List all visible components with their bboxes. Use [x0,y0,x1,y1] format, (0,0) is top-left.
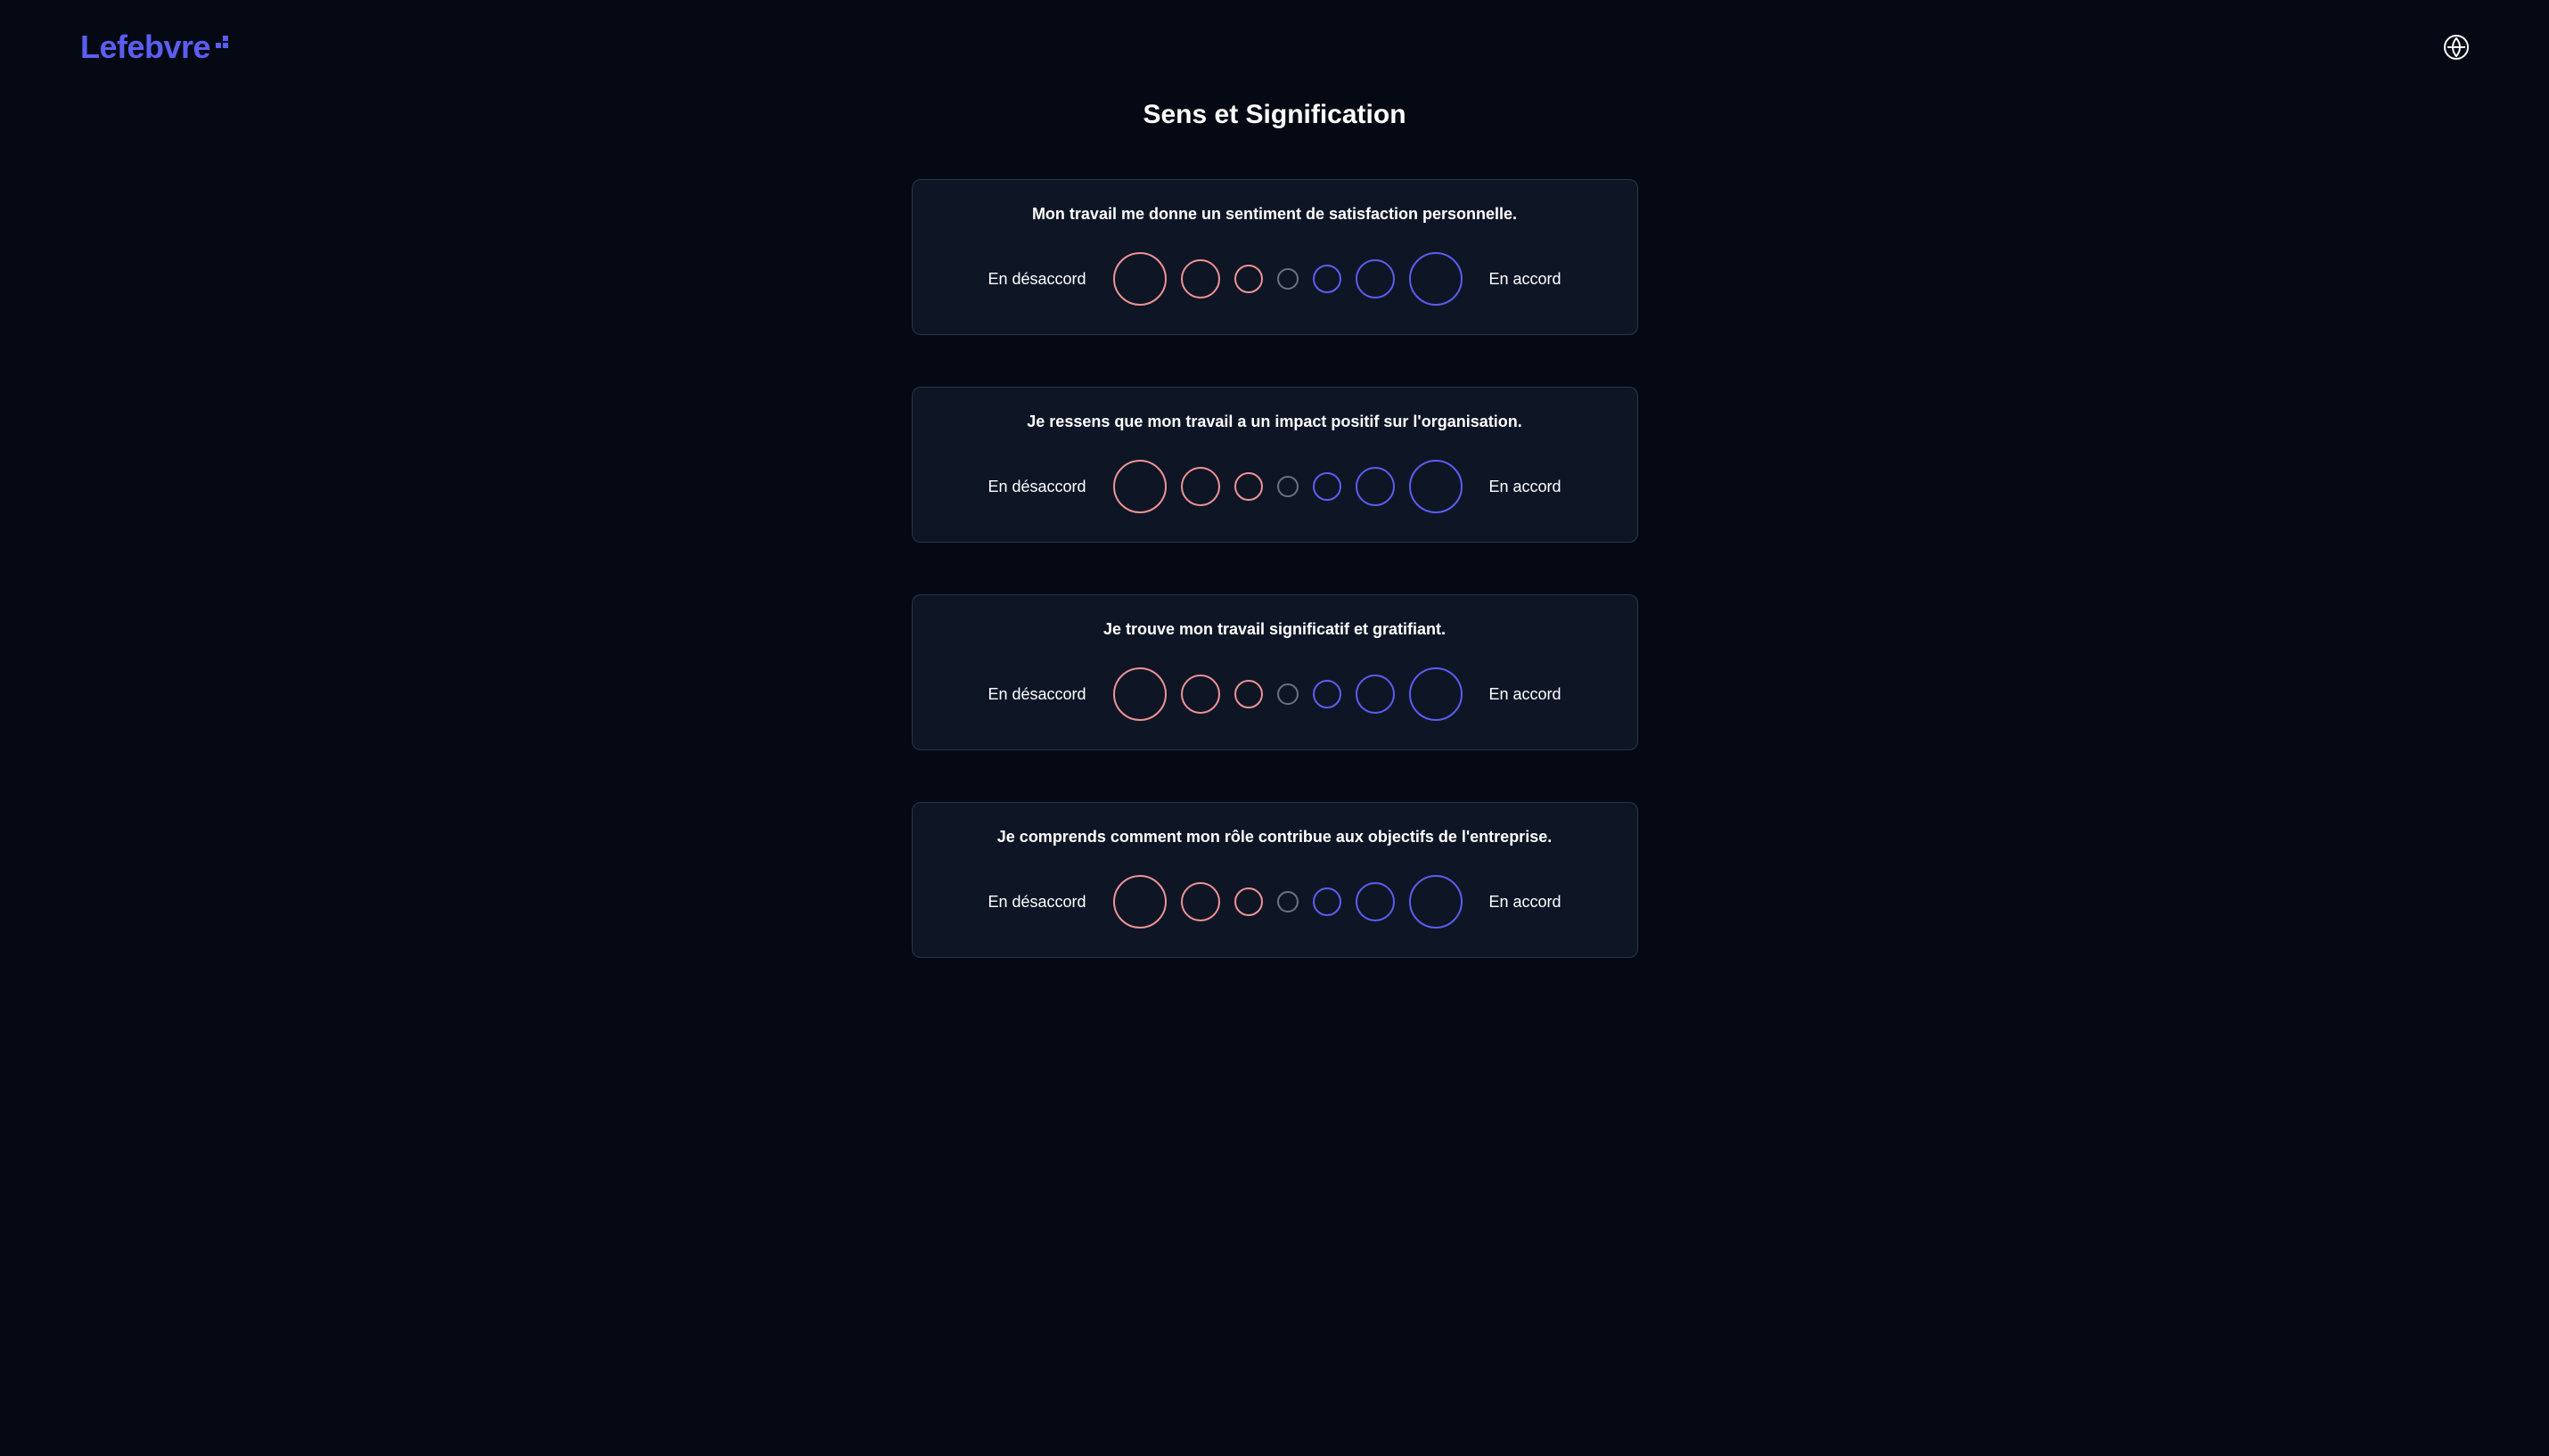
scale-circles [1113,875,1463,928]
scale-option-7[interactable] [1409,252,1463,306]
scale-circles [1113,460,1463,513]
scale-option-5[interactable] [1313,888,1341,916]
agree-label: En accord [1489,478,1561,496]
scale-option-1[interactable] [1113,667,1167,721]
scale-option-2[interactable] [1181,675,1220,714]
agree-label: En accord [1489,685,1561,704]
scale-option-1[interactable] [1113,460,1167,513]
header: Lefebvre [0,0,2549,84]
scale-option-2[interactable] [1181,259,1220,299]
agree-label: En accord [1489,270,1561,289]
scale-option-5[interactable] [1313,680,1341,708]
scale-option-3[interactable] [1234,680,1263,708]
scale-option-6[interactable] [1356,882,1395,921]
likert-scale-row: En désaccord En accord [948,667,1602,721]
scale-circles [1113,667,1463,721]
scale-option-7[interactable] [1409,667,1463,721]
scale-option-5[interactable] [1313,265,1341,293]
likert-scale-row: En désaccord En accord [948,875,1602,928]
disagree-label: En désaccord [988,478,1086,496]
scale-option-6[interactable] [1356,675,1395,714]
question-text: Mon travail me donne un sentiment de sat… [948,205,1602,224]
question-card: Mon travail me donne un sentiment de sat… [912,179,1638,335]
scale-option-3[interactable] [1234,265,1263,293]
questions-container: Mon travail me donne un sentiment de sat… [0,179,2549,1011]
scale-option-5[interactable] [1313,472,1341,501]
question-text: Je trouve mon travail significatif et gr… [948,620,1602,639]
question-card: Je ressens que mon travail a un impact p… [912,387,1638,543]
scale-option-2[interactable] [1181,467,1220,506]
scale-option-7[interactable] [1409,875,1463,928]
brand-logo[interactable]: Lefebvre [80,29,228,66]
scale-option-1[interactable] [1113,875,1167,928]
scale-option-1[interactable] [1113,252,1167,306]
scale-option-4[interactable] [1277,476,1299,497]
brand-logo-text: Lefebvre [80,29,210,66]
page-title: Sens et Signification [0,100,2549,130]
agree-label: En accord [1489,893,1561,912]
disagree-label: En désaccord [988,685,1086,704]
scale-option-4[interactable] [1277,268,1299,290]
likert-scale-row: En désaccord En accord [948,252,1602,306]
disagree-label: En désaccord [988,893,1086,912]
scale-option-4[interactable] [1277,683,1299,705]
language-globe-icon[interactable] [2444,35,2469,60]
scale-option-6[interactable] [1356,259,1395,299]
scale-option-3[interactable] [1234,472,1263,501]
scale-option-7[interactable] [1409,460,1463,513]
brand-logo-dots-icon [216,36,228,48]
scale-option-6[interactable] [1356,467,1395,506]
scale-option-4[interactable] [1277,891,1299,912]
question-text: Je ressens que mon travail a un impact p… [948,413,1602,431]
scale-circles [1113,252,1463,306]
question-text: Je comprends comment mon rôle contribue … [948,828,1602,847]
question-card: Je comprends comment mon rôle contribue … [912,802,1638,958]
likert-scale-row: En désaccord En accord [948,460,1602,513]
disagree-label: En désaccord [988,270,1086,289]
question-card: Je trouve mon travail significatif et gr… [912,594,1638,750]
scale-option-3[interactable] [1234,888,1263,916]
scale-option-2[interactable] [1181,882,1220,921]
